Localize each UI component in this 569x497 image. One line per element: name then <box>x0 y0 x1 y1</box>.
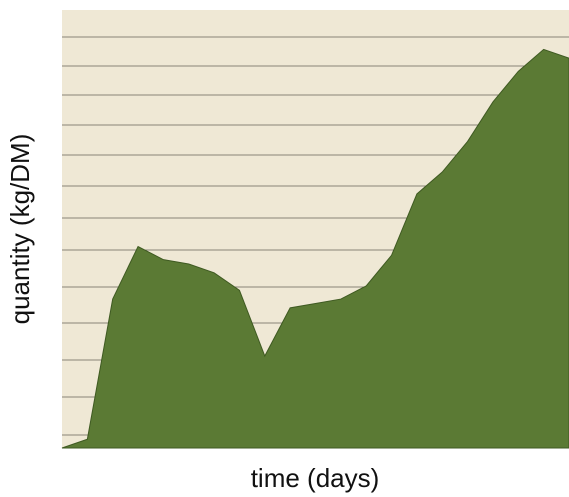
page: {"chart_data": {"type": "area", "x_label… <box>0 0 569 497</box>
chart: time (days) quantity (kg/DM) <box>0 0 569 497</box>
x-axis-label: time (days) <box>251 463 380 493</box>
y-axis-label: quantity (kg/DM) <box>5 134 35 325</box>
